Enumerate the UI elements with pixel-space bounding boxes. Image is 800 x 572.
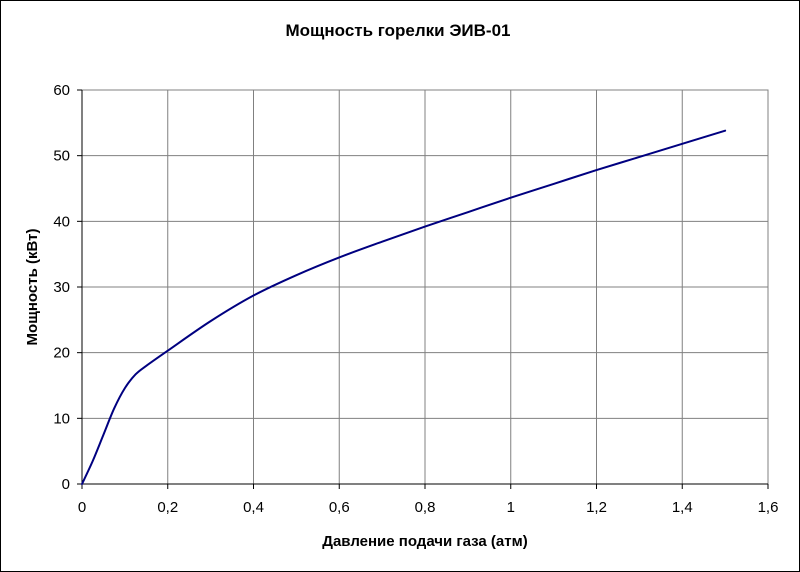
x-tick-label: 1 [507,499,515,516]
x-axis-title: Давление подачи газа (атм) [322,533,527,550]
y-tick-label: 0 [62,476,70,493]
x-tick-label: 1,4 [672,499,693,516]
grid-lines [82,89,769,484]
y-tick-label: 40 [53,213,70,230]
y-tick-label: 20 [53,345,70,362]
y-tick-label: 60 [53,82,70,99]
y-tick-label: 30 [53,279,70,296]
x-tick-label: 0 [78,499,86,516]
x-tick-labels: 0 0,2 0,4 0,6 0,8 1 1,2 1,4 1,6 [78,499,779,516]
chart-title: Мощность горелки ЭИВ-01 [286,21,511,40]
y-tick-labels: 0 10 20 30 40 50 60 [53,82,70,493]
series-line [81,129,727,485]
x-tick-label: 0,6 [329,499,350,516]
y-axis-title: Мощность (кВт) [24,229,41,346]
y-tick-label: 10 [53,410,70,427]
x-tick-label: 0,2 [157,499,178,516]
x-tick-label: 0,8 [415,499,436,516]
x-tick-label: 0,4 [243,499,264,516]
series-layer [81,129,727,485]
y-tick-label: 50 [53,148,70,165]
x-tick-label: 1,2 [586,499,607,516]
x-tick-label: 1,6 [758,499,779,516]
